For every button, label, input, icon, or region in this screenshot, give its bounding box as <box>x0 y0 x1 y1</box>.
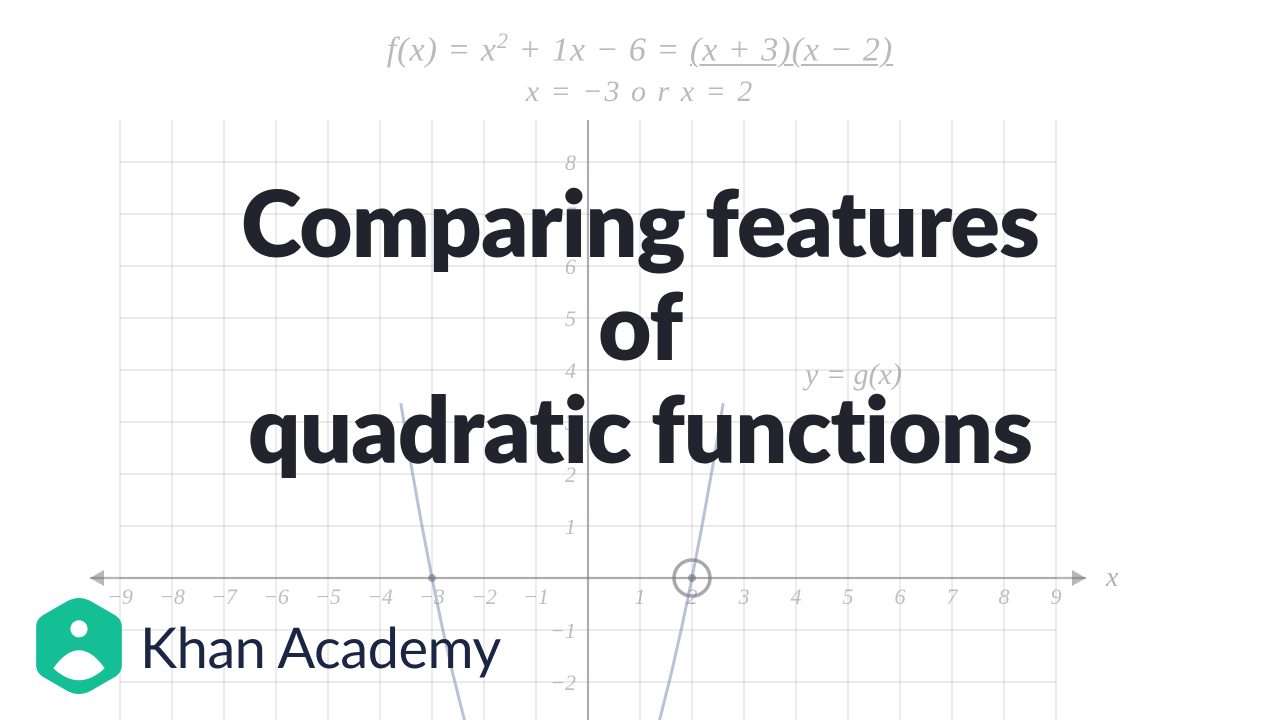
math-line1-mid: + 1x − 6 = <box>509 31 690 68</box>
svg-text:1: 1 <box>565 514 576 539</box>
stage: f(x) = x2 + 1x − 6 = (x + 3)(x − 2) x = … <box>0 0 1280 720</box>
math-factor-2: (x − 2) <box>792 31 894 68</box>
svg-text:7: 7 <box>947 584 959 609</box>
svg-text:8: 8 <box>999 584 1010 609</box>
svg-text:x: x <box>1105 562 1119 593</box>
svg-text:1: 1 <box>635 584 646 609</box>
brand-text: Khan Academy <box>140 613 501 680</box>
svg-text:−1: −1 <box>550 618 576 643</box>
video-title: Comparing features of quadratic function… <box>0 170 1280 479</box>
title-line-1: Comparing features <box>0 170 1280 273</box>
math-line-2: x = −3 o r x = 2 <box>0 75 1280 109</box>
title-line-2: of <box>0 273 1280 376</box>
handwritten-math: f(x) = x2 + 1x − 6 = (x + 3)(x − 2) x = … <box>0 28 1280 109</box>
svg-text:5: 5 <box>843 584 854 609</box>
math-line1-exponent: 2 <box>497 28 509 53</box>
svg-text:6: 6 <box>895 584 906 609</box>
svg-text:−2: −2 <box>550 670 576 695</box>
brand: Khan Academy <box>36 598 501 694</box>
math-factor-1: (x + 3) <box>690 31 792 68</box>
math-line-1: f(x) = x2 + 1x − 6 = (x + 3)(x − 2) <box>0 28 1280 69</box>
svg-text:9: 9 <box>1051 584 1062 609</box>
title-line-3: quadratic functions <box>0 376 1280 479</box>
svg-text:4: 4 <box>791 584 802 609</box>
khan-logo-icon <box>36 598 122 694</box>
math-line1-prefix: f(x) = x <box>387 31 497 68</box>
svg-text:3: 3 <box>738 584 750 609</box>
svg-text:−1: −1 <box>523 584 549 609</box>
